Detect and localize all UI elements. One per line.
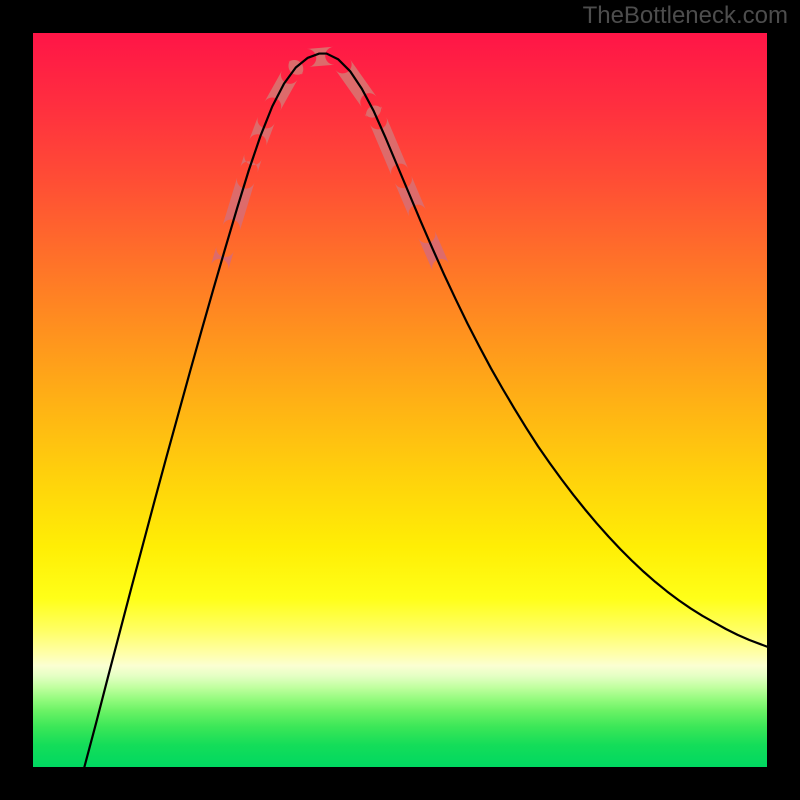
watermark-text: TheBottleneck.com [583,2,788,30]
chart-frame: TheBottleneck.com [0,0,800,800]
gradient-background [33,33,767,767]
bottleneck-chart [0,0,800,800]
